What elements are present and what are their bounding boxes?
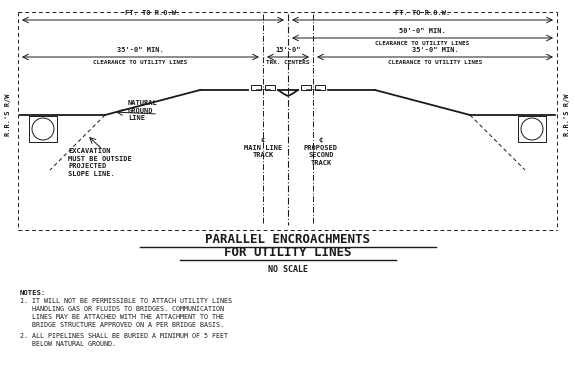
Bar [315,85,325,90]
Text: FT. TO R.O.W.: FT. TO R.O.W. [395,10,450,16]
Text: NOTES:: NOTES: [20,290,46,296]
Text: ¢
MAIN LINE
TRACK: ¢ MAIN LINE TRACK [244,137,282,158]
Text: 50'-0" MIN.: 50'-0" MIN. [399,28,446,34]
Circle shape [32,118,54,140]
Bar [301,85,311,90]
Bar [518,116,546,142]
Text: CLEARANCE TO UTILITY LINES: CLEARANCE TO UTILITY LINES [388,60,482,65]
Text: R.R.'S R/W: R.R.'S R/W [564,94,570,136]
Text: CLEARANCE TO UTILITY LINES: CLEARANCE TO UTILITY LINES [93,60,187,65]
Text: ¢
PROPOSED
SECOND
TRACK: ¢ PROPOSED SECOND TRACK [304,137,338,165]
Text: CLEARANCE TO UTILITY LINES: CLEARANCE TO UTILITY LINES [375,41,470,46]
Text: FT. TO R.O.W.: FT. TO R.O.W. [125,10,181,16]
Bar [251,85,261,90]
Circle shape [521,118,543,140]
Bar [29,116,57,142]
Text: R.R.'S R/W: R.R.'S R/W [5,94,11,136]
Text: 2. ALL PIPELINES SHALL BE BURIED A MINIMUM OF 5 FEET
   BELOW NATURAL GROUND.: 2. ALL PIPELINES SHALL BE BURIED A MINIM… [20,333,228,347]
Text: PARALLEL ENCROACHMENTS: PARALLEL ENCROACHMENTS [205,233,370,246]
Text: 35'-0" MIN.: 35'-0" MIN. [412,47,458,53]
Text: NATURAL
GROUND
LINE: NATURAL GROUND LINE [128,100,158,121]
Text: TRK. CENTERS: TRK. CENTERS [266,60,310,65]
Bar [265,85,275,90]
Text: EXCAVATION
MUST BE OUTSIDE
PROJECTED
SLOPE LINE.: EXCAVATION MUST BE OUTSIDE PROJECTED SLO… [68,148,132,176]
Text: 1. IT WILL NOT BE PERMISSIBLE TO ATTACH UTILITY LINES
   HANDLING GAS OR FLUIDS : 1. IT WILL NOT BE PERMISSIBLE TO ATTACH … [20,298,232,328]
Text: FOR UTILITY LINES: FOR UTILITY LINES [224,246,352,259]
Text: NO SCALE: NO SCALE [268,265,308,274]
Text: 15'-0": 15'-0" [275,47,301,53]
Text: 35'-0" MIN.: 35'-0" MIN. [117,47,164,53]
